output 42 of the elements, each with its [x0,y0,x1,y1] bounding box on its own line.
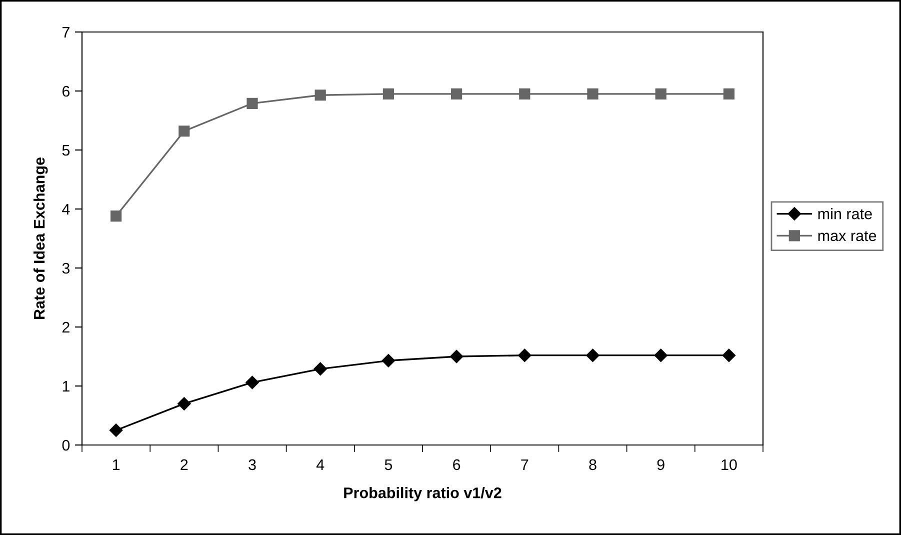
x-tick-label: 10 [722,459,737,470]
point [722,348,736,362]
point [586,348,600,362]
y-tick-label: 6 [62,86,70,97]
point [655,88,666,100]
point [519,88,530,100]
x-tick-label: 4 [316,459,324,470]
x-tick-label: 3 [248,459,256,470]
point [518,348,532,362]
legend-label: min rate [818,208,872,220]
x-tick-label: 5 [384,459,392,470]
x-tick-label: 1 [112,459,120,470]
point [654,348,668,362]
point [246,376,259,390]
x-tick-label: 8 [589,459,596,470]
point [723,88,735,100]
y-tick-label: 2 [62,322,70,333]
point [382,88,394,100]
legend-label: max rate [818,231,876,242]
x-axis-title: Probability ratio v1/v2 [344,487,502,502]
point [246,98,258,109]
y-tick-label: 5 [62,145,70,156]
x-tick-label: 7 [521,459,528,470]
x-tick-label: 9 [657,459,664,470]
y-tick-label: 3 [62,262,70,274]
x-tick-label: 2 [180,459,188,470]
point [314,90,326,101]
point [109,424,123,437]
y-tick-label: 1 [62,381,70,392]
point [382,354,396,368]
y-tick-label: 4 [62,204,70,215]
point [178,126,190,137]
point [314,362,327,376]
point [110,210,122,222]
y-axis-title: Rate of Idea Exchange [34,158,48,319]
point [587,88,598,100]
y-tick-label: 0 [62,440,70,451]
point [450,350,464,364]
point [450,88,462,100]
y-tick-label: 7 [62,27,70,38]
x-tick-label: 6 [453,459,460,470]
point [178,397,191,410]
